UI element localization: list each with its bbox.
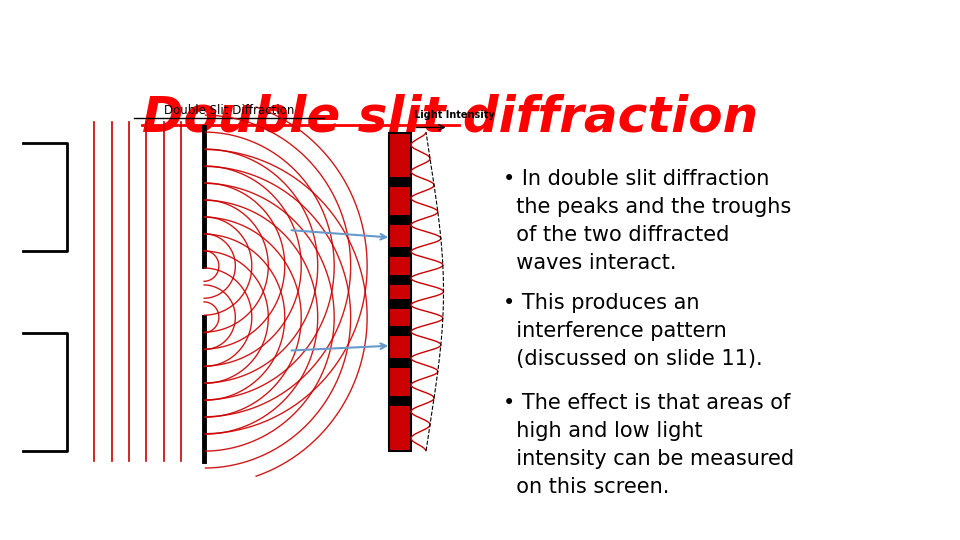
Bar: [389, 308, 411, 326]
Bar: [389, 336, 411, 359]
Text: Double slit diffraction: Double slit diffraction: [142, 94, 758, 142]
Bar: [389, 396, 411, 406]
Bar: [389, 257, 411, 275]
Text: • This produces an
  interference pattern
  (discussed on slide 11).: • This produces an interference pattern …: [503, 294, 763, 369]
Bar: [389, 225, 411, 247]
Text: Light Intensity: Light Intensity: [414, 110, 494, 120]
Bar: [389, 275, 411, 285]
Text: • In double slit diffraction
  the peaks and the troughs
  of the two diffracted: • In double slit diffraction the peaks a…: [503, 168, 791, 273]
Bar: [389, 215, 411, 225]
Text: Double Slit Diffraction: Double Slit Diffraction: [163, 104, 294, 117]
Bar: [389, 132, 411, 450]
Bar: [389, 299, 411, 308]
Text: • The effect is that areas of
  high and low light
  intensity can be measured
 : • The effect is that areas of high and l…: [503, 393, 794, 497]
Bar: [389, 178, 411, 187]
Bar: [389, 187, 411, 215]
Bar: [389, 406, 411, 450]
Bar: [389, 326, 411, 336]
Bar: [389, 368, 411, 396]
Bar: [389, 359, 411, 368]
Bar: [389, 132, 411, 178]
Bar: [389, 247, 411, 257]
Bar: [389, 285, 411, 299]
